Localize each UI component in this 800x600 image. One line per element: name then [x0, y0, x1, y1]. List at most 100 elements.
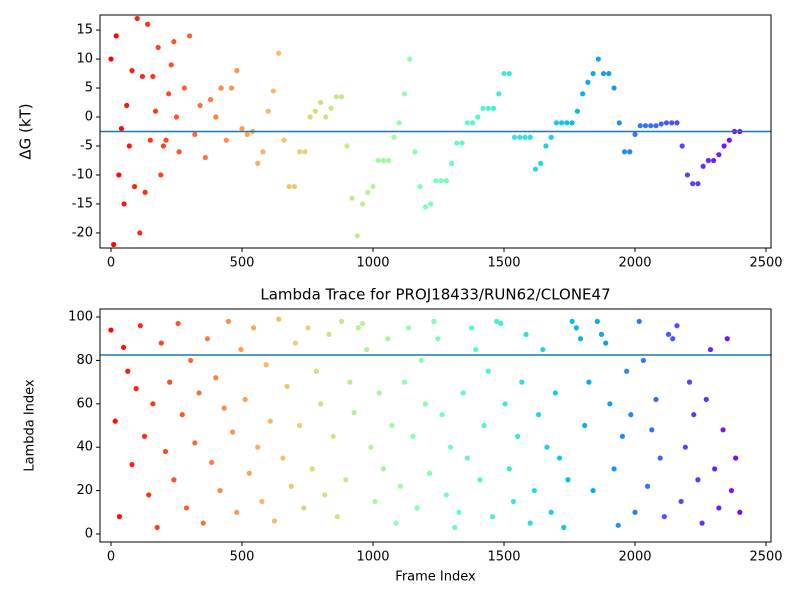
point [288, 483, 294, 489]
point [183, 505, 190, 511]
point [569, 318, 575, 324]
point [313, 368, 320, 374]
point [556, 455, 563, 461]
point [284, 383, 290, 390]
point [580, 91, 586, 97]
point [265, 108, 271, 114]
point [569, 120, 575, 126]
point [716, 505, 722, 511]
point [192, 131, 198, 137]
point [527, 520, 533, 526]
point [158, 340, 164, 346]
point [338, 94, 345, 100]
point [111, 241, 117, 248]
point [410, 433, 416, 439]
point [167, 379, 173, 385]
point [297, 149, 303, 155]
point [349, 195, 355, 201]
point [121, 201, 127, 207]
point [162, 448, 169, 455]
point [318, 401, 324, 407]
point [234, 509, 240, 515]
point [707, 346, 714, 353]
point [454, 140, 460, 146]
point [561, 524, 567, 531]
point [501, 70, 507, 77]
point [221, 405, 227, 411]
point [312, 108, 318, 114]
point [355, 325, 361, 331]
y-tick-label: 10 [76, 52, 93, 67]
x-axis-label: Frame Index [395, 570, 476, 585]
point [229, 429, 236, 435]
axes-frame [99, 14, 772, 249]
point [616, 120, 622, 126]
point [234, 68, 240, 74]
point [724, 336, 730, 342]
point [418, 357, 424, 364]
point [204, 336, 211, 342]
point [176, 149, 182, 155]
point [532, 166, 539, 172]
point [480, 105, 486, 111]
point [603, 340, 609, 346]
point [574, 108, 580, 114]
x-tick-label: 500 [230, 256, 255, 271]
chart-title: Lambda Trace for PROJ18433/RUN62/CLONE47 [260, 286, 610, 304]
point [657, 455, 663, 461]
point [168, 62, 174, 68]
point [642, 123, 649, 129]
point [619, 433, 626, 439]
point [716, 152, 722, 158]
point [407, 56, 413, 62]
point [359, 201, 366, 207]
point [577, 336, 584, 342]
point [452, 524, 458, 531]
point [595, 56, 601, 62]
point [267, 418, 273, 424]
point [120, 344, 127, 350]
point [598, 331, 605, 337]
point [150, 401, 156, 407]
point [116, 514, 122, 520]
point [531, 487, 538, 494]
point [674, 323, 680, 329]
point [565, 477, 571, 483]
point [297, 422, 303, 429]
x-tick-label: 1500 [487, 550, 520, 565]
point [640, 357, 647, 364]
point [393, 520, 399, 526]
point [207, 97, 214, 103]
point [108, 327, 114, 333]
point [585, 79, 591, 85]
point [464, 455, 470, 461]
point [607, 401, 613, 407]
point [365, 189, 371, 195]
point [131, 183, 138, 190]
y-tick-label: 5 [85, 81, 93, 96]
point [737, 509, 743, 515]
point [137, 230, 143, 236]
point [615, 522, 621, 528]
point [129, 68, 135, 74]
point [318, 99, 324, 106]
point [544, 444, 550, 450]
point [364, 346, 370, 353]
point [343, 477, 349, 483]
point [477, 477, 483, 483]
point [305, 325, 311, 331]
point [376, 390, 382, 396]
point [351, 409, 357, 416]
point [417, 183, 423, 190]
point [239, 126, 245, 132]
point [464, 120, 470, 126]
point [686, 379, 693, 385]
y-axis-label: ΔG (kT) [17, 103, 35, 159]
point [522, 134, 528, 140]
point [276, 50, 282, 56]
point [540, 346, 546, 353]
point [145, 21, 151, 27]
point [682, 444, 688, 450]
point [728, 487, 735, 494]
point [154, 524, 160, 531]
